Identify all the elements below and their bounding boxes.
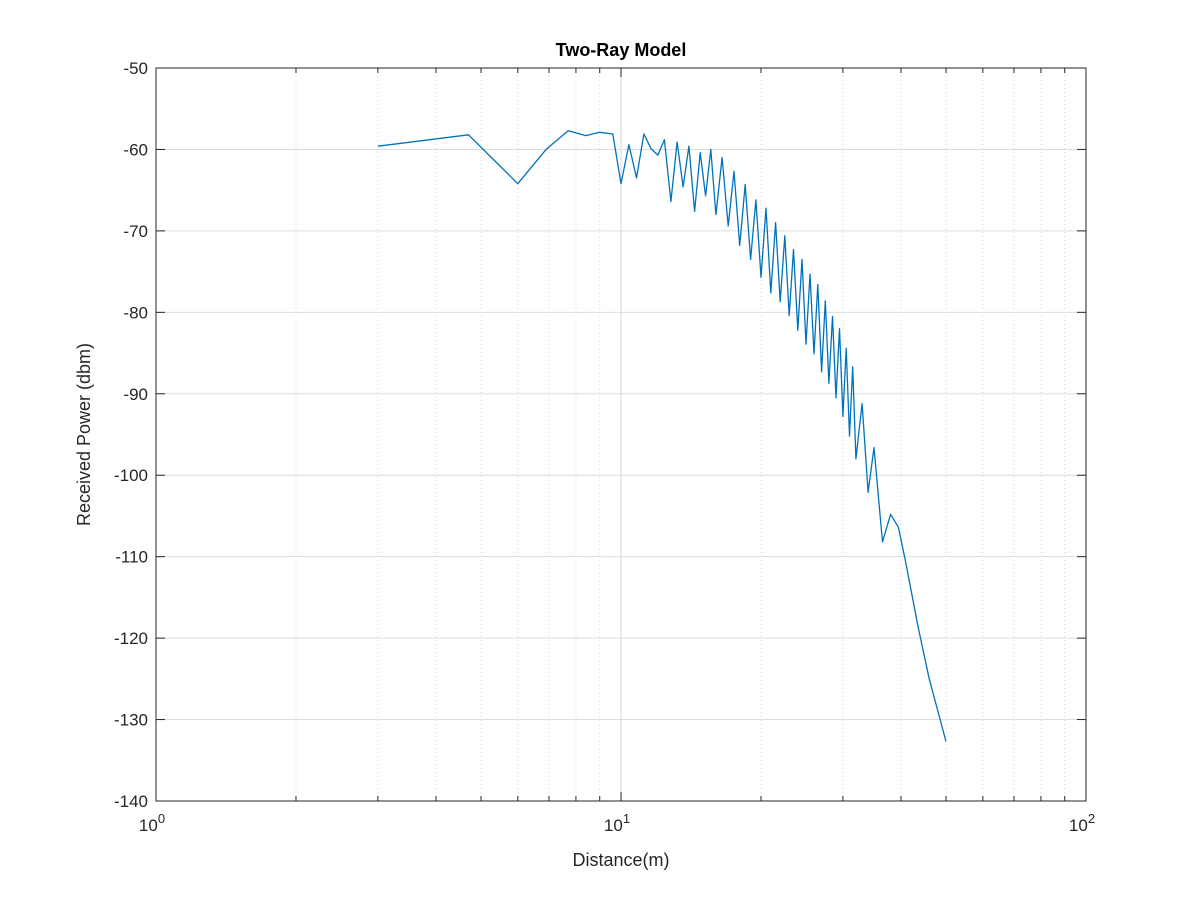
y-tick-label: -110 (115, 548, 148, 567)
x-tick-label: 101 (604, 811, 630, 835)
x-tick-label: 100 (139, 811, 165, 835)
tick-layer (155, 67, 1087, 802)
chart-title: Two-Ray Model (556, 40, 687, 60)
y-tick-label: -100 (114, 466, 148, 485)
y-tick-label: -140 (114, 792, 148, 811)
x-axis-label: Distance(m) (572, 850, 669, 870)
data-layer (377, 130, 947, 742)
y-axis-label: Received Power (dbm) (74, 343, 94, 526)
grid-layer (156, 68, 1086, 801)
y-tick-label: -80 (123, 303, 148, 322)
series-line (377, 130, 947, 742)
label-layer: 100 101 102 -50 -60 -70 -80 -90 -100 -110 -120 -130… (114, 59, 1095, 835)
y-tick-label: -60 (123, 140, 148, 159)
x-tick-label: 102 (1069, 811, 1095, 835)
y-tick-label: -70 (123, 222, 148, 241)
y-tick-label: -90 (123, 385, 148, 404)
y-tick-label: -130 (114, 711, 148, 730)
y-tick-label: -50 (123, 59, 148, 78)
y-tick-label: -120 (114, 629, 148, 648)
